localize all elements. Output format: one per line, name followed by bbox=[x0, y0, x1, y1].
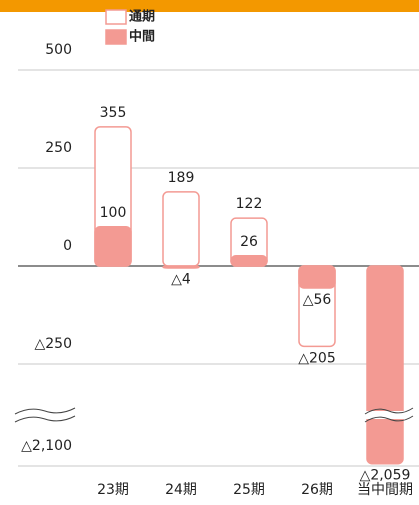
x-tick-label: 26期 bbox=[301, 482, 333, 498]
axis-break bbox=[14, 407, 76, 415]
header-band bbox=[0, 0, 419, 12]
y-tick-label: △2,100 bbox=[21, 438, 72, 454]
bar-interim bbox=[230, 255, 268, 267]
legend-label: 中間 bbox=[129, 29, 155, 45]
bar-interim bbox=[298, 265, 336, 289]
axis-break-gap bbox=[365, 411, 413, 419]
axis-break bbox=[364, 407, 414, 415]
y-tick-label: 500 bbox=[45, 42, 72, 58]
y-tick-label: 250 bbox=[45, 140, 72, 156]
x-tick-label: 24期 bbox=[165, 482, 197, 498]
bar-interim bbox=[366, 265, 404, 465]
value-label: 355 bbox=[100, 105, 127, 121]
x-tick-label: 23期 bbox=[97, 482, 129, 498]
value-label: △56 bbox=[303, 292, 332, 308]
y-tick-label: △250 bbox=[35, 336, 73, 352]
legend-label: 通期 bbox=[129, 9, 155, 25]
y-tick-label: 0 bbox=[63, 238, 72, 254]
bar-interim bbox=[162, 265, 200, 269]
axis-break bbox=[14, 415, 76, 423]
value-label: 189 bbox=[168, 170, 195, 186]
legend-swatch bbox=[105, 9, 127, 25]
bar-interim bbox=[94, 226, 132, 267]
value-label: △2,059 bbox=[360, 468, 411, 484]
value-label: 26 bbox=[240, 234, 258, 250]
axis-break bbox=[364, 415, 414, 423]
value-label: 122 bbox=[236, 196, 263, 212]
bar-annual bbox=[162, 191, 200, 267]
axis-break-gap bbox=[15, 411, 75, 419]
legend-swatch bbox=[105, 29, 127, 45]
x-tick-label: 当中間期 bbox=[357, 482, 413, 498]
value-label: △205 bbox=[298, 350, 336, 366]
value-label: 100 bbox=[100, 205, 127, 221]
value-label: △4 bbox=[171, 272, 191, 288]
x-tick-label: 25期 bbox=[233, 482, 265, 498]
